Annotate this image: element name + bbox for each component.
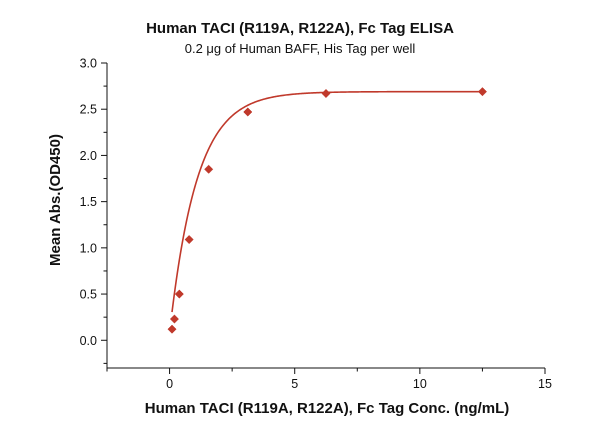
- y-tick-label: 2.5: [80, 103, 97, 117]
- fit-curve: [171, 90, 483, 313]
- y-tick-label: 3.0: [80, 57, 97, 71]
- x-axis-ticks: 0 5 10 15: [106, 368, 552, 391]
- data-point: [169, 314, 180, 324]
- y-tick-label: 0.5: [80, 288, 97, 302]
- x-tick-label: 0: [166, 377, 173, 391]
- data-point: [184, 234, 194, 245]
- data-point: [243, 107, 253, 117]
- x-tick-label: 5: [291, 377, 298, 391]
- y-axis-ticks: 0.0 0.5 1.0 1.5 2.0 2.5 3.0: [80, 57, 107, 364]
- data-point: [174, 289, 184, 299]
- fit-curve-group: [171, 90, 483, 313]
- x-tick-label: 10: [413, 377, 427, 391]
- y-tick-label: 1.0: [80, 241, 97, 255]
- axes: [106, 63, 545, 369]
- y-axis-label: Mean Abs.(OD450): [47, 134, 64, 266]
- data-point: [167, 324, 177, 334]
- x-tick-label: 15: [538, 377, 552, 391]
- data-point: [204, 164, 214, 174]
- y-tick-label: 2.0: [80, 149, 97, 163]
- y-tick-label: 0.0: [80, 334, 97, 348]
- chart-subtitle: 0.2 μg of Human BAFF, His Tag per well: [185, 41, 416, 56]
- y-tick-label: 1.5: [80, 195, 97, 209]
- data-point: [321, 88, 331, 99]
- chart-title: Human TACI (R119A, R122A), Fc Tag ELISA: [146, 20, 454, 37]
- data-point: [477, 87, 487, 97]
- x-axis-label: Human TACI (R119A, R122A), Fc Tag Conc. …: [145, 400, 509, 417]
- data-points: [167, 87, 487, 334]
